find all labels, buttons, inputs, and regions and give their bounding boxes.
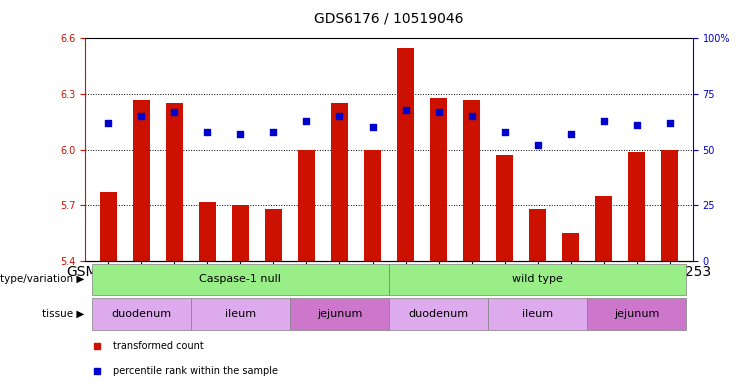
- Point: [465, 113, 477, 119]
- Bar: [100, 192, 116, 261]
- Point: [234, 131, 246, 137]
- Text: wild type: wild type: [512, 274, 563, 285]
- Point: [136, 113, 147, 119]
- Bar: [496, 155, 513, 261]
- Bar: [662, 150, 678, 261]
- Bar: [166, 103, 182, 261]
- Point: [433, 109, 445, 115]
- Bar: [389, 298, 488, 329]
- Point: [664, 120, 676, 126]
- Point: [102, 120, 114, 126]
- Bar: [529, 209, 546, 261]
- Text: GDS6176 / 10519046: GDS6176 / 10519046: [314, 12, 464, 25]
- Text: jejunum: jejunum: [317, 309, 362, 319]
- Bar: [265, 209, 282, 261]
- Point: [202, 129, 213, 135]
- Bar: [488, 298, 587, 329]
- Text: duodenum: duodenum: [111, 309, 171, 319]
- Bar: [232, 205, 249, 261]
- Bar: [133, 99, 150, 261]
- Bar: [389, 264, 686, 295]
- Point: [532, 142, 544, 148]
- Bar: [587, 298, 686, 329]
- Point: [399, 107, 411, 113]
- Bar: [92, 298, 191, 329]
- Bar: [397, 48, 413, 261]
- Bar: [463, 99, 480, 261]
- Text: ileum: ileum: [225, 309, 256, 319]
- Point: [301, 118, 313, 124]
- Bar: [298, 150, 315, 261]
- Text: genotype/variation ▶: genotype/variation ▶: [0, 274, 84, 285]
- Bar: [199, 202, 216, 261]
- Bar: [92, 264, 389, 295]
- Text: tissue ▶: tissue ▶: [42, 309, 84, 319]
- Bar: [331, 103, 348, 261]
- Text: ileum: ileum: [522, 309, 554, 319]
- Bar: [596, 196, 612, 261]
- Text: transformed count: transformed count: [113, 341, 203, 351]
- Point: [631, 122, 642, 128]
- Text: percentile rank within the sample: percentile rank within the sample: [113, 366, 278, 376]
- Bar: [191, 298, 290, 329]
- Point: [333, 113, 345, 119]
- Text: Caspase-1 null: Caspase-1 null: [199, 274, 282, 285]
- Point: [367, 124, 379, 131]
- Bar: [628, 152, 645, 261]
- Bar: [365, 150, 381, 261]
- Bar: [431, 98, 447, 261]
- Text: duodenum: duodenum: [408, 309, 468, 319]
- Bar: [562, 233, 579, 261]
- Point: [168, 109, 180, 115]
- Bar: [290, 298, 389, 329]
- Point: [499, 129, 511, 135]
- Point: [598, 118, 610, 124]
- Point: [565, 131, 576, 137]
- Text: jejunum: jejunum: [614, 309, 659, 319]
- Point: [268, 129, 279, 135]
